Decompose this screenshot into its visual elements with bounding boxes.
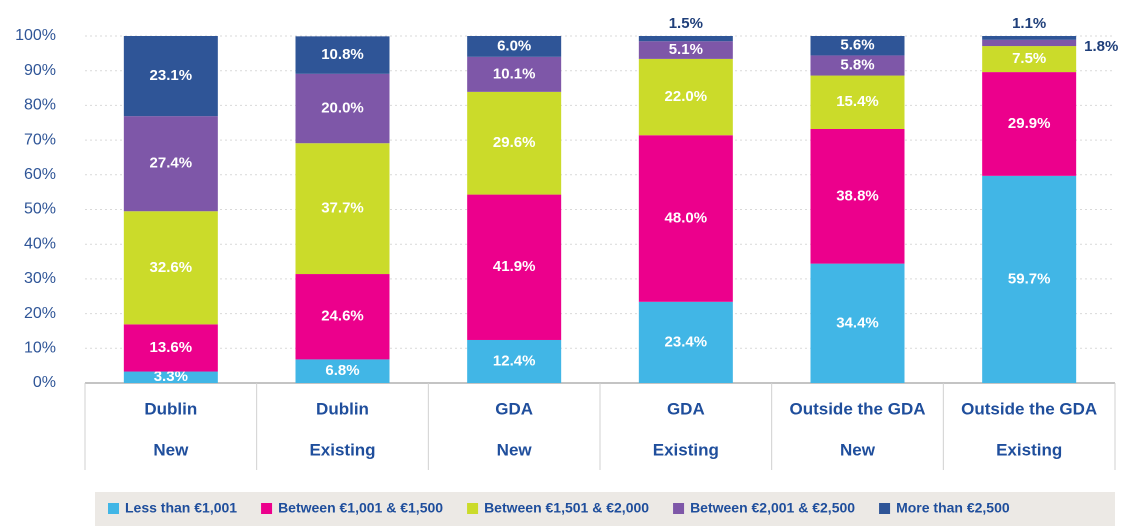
bar-segment [638, 301, 733, 383]
data-label: 27.4% [150, 155, 193, 172]
y-tick-label: 70% [24, 131, 56, 148]
bar-segment [982, 36, 1077, 40]
data-label: 48.0% [665, 209, 708, 226]
data-label: 5.1% [669, 41, 703, 58]
bar-segment [982, 175, 1077, 383]
data-label: 7.5% [1012, 50, 1046, 67]
legend-label: Between €1,001 & €1,500 [278, 500, 443, 516]
y-tick-label: 100% [15, 27, 56, 44]
bar-segment [467, 91, 562, 195]
bar-segment [467, 36, 562, 57]
bar-segment [810, 36, 905, 56]
data-label: 1.1% [1012, 15, 1046, 32]
bar-segment [810, 128, 905, 264]
bar-segment [467, 194, 562, 340]
data-label: 22.0% [665, 88, 708, 105]
y-tick-label: 20% [24, 305, 56, 322]
bar-segment [810, 75, 905, 129]
data-label: 13.6% [150, 339, 193, 356]
bar-segment [295, 36, 390, 74]
data-label: 41.9% [493, 258, 536, 275]
x-subcategory-label: Existing [996, 440, 1062, 459]
x-subcategory-label: New [840, 440, 876, 459]
data-label: 6.0% [497, 37, 531, 54]
bar-segment [982, 46, 1077, 73]
y-tick-label: 60% [24, 166, 56, 183]
data-label: 29.6% [493, 134, 536, 151]
y-tick-label: 10% [24, 340, 56, 357]
data-label: 10.8% [321, 46, 364, 63]
bar-segment [982, 72, 1077, 176]
bar-segment [295, 359, 390, 383]
data-label: 3.3% [154, 368, 188, 385]
x-tick-label: GDA [667, 399, 705, 418]
bar-segment [295, 73, 390, 144]
data-label: 34.4% [836, 314, 879, 331]
data-label: 5.8% [840, 56, 874, 73]
legend-label: More than €2,500 [896, 500, 1010, 516]
data-label: 32.6% [150, 259, 193, 276]
data-label: 23.4% [665, 333, 708, 350]
legend-swatch [108, 503, 119, 514]
legend-swatch [673, 503, 685, 514]
y-tick-label: 40% [24, 235, 56, 252]
x-tick-label: Outside the GDA [961, 399, 1097, 418]
x-subcategory-label: Existing [309, 440, 375, 459]
x-subcategory-label: New [153, 440, 189, 459]
x-subcategory-label: Existing [653, 440, 719, 459]
bar-segment [810, 55, 905, 76]
data-label: 23.1% [150, 67, 193, 84]
data-label: 12.4% [493, 352, 536, 369]
x-tick-label: Outside the GDA [789, 399, 925, 418]
data-label: 24.6% [321, 308, 364, 325]
data-label: 38.8% [836, 187, 879, 204]
data-label: 1.8% [1084, 38, 1118, 55]
x-tick-label: Dublin [316, 399, 369, 418]
y-tick-label: 80% [24, 97, 56, 114]
bar-segment [123, 36, 218, 117]
bar-segment [810, 263, 905, 383]
bar-segment [295, 274, 390, 360]
legend-swatch [467, 503, 479, 514]
data-label: 6.8% [325, 362, 359, 379]
bar-segment [123, 116, 218, 212]
data-label: 1.5% [669, 15, 703, 32]
data-label: 29.9% [1008, 115, 1051, 132]
bar-segment [638, 58, 733, 136]
x-tick-label: Dublin [144, 399, 197, 418]
bar-segment [638, 41, 733, 59]
y-tick-label: 50% [24, 201, 56, 218]
bar-segment [295, 143, 390, 275]
y-tick-label: 30% [24, 270, 56, 287]
bar-segment [467, 56, 562, 92]
x-subcategory-label: New [497, 440, 533, 459]
legend-swatch [261, 503, 273, 514]
bar-segment [638, 36, 733, 42]
data-label: 5.6% [840, 37, 874, 54]
legend-label: Less than €1,001 [125, 500, 237, 516]
bar-segment [123, 371, 218, 383]
data-label: 15.4% [836, 93, 879, 110]
bar-segment [467, 339, 562, 383]
y-tick-label: 90% [24, 62, 56, 79]
data-label: 37.7% [321, 200, 364, 217]
y-tick-label: 0% [33, 374, 56, 391]
x-tick-label: GDA [495, 399, 533, 418]
data-label: 10.1% [493, 65, 536, 82]
bar-segment [638, 135, 733, 302]
legend-label: Between €1,501 & €2,000 [484, 500, 649, 516]
data-label: 59.7% [1008, 270, 1051, 287]
legend-label: Between €2,001 & €2,500 [690, 500, 855, 516]
bar-segment [123, 211, 218, 325]
bar-segment [982, 39, 1077, 47]
legend-swatch [879, 503, 891, 514]
bar-segment [123, 324, 218, 372]
data-label: 20.0% [321, 99, 364, 116]
